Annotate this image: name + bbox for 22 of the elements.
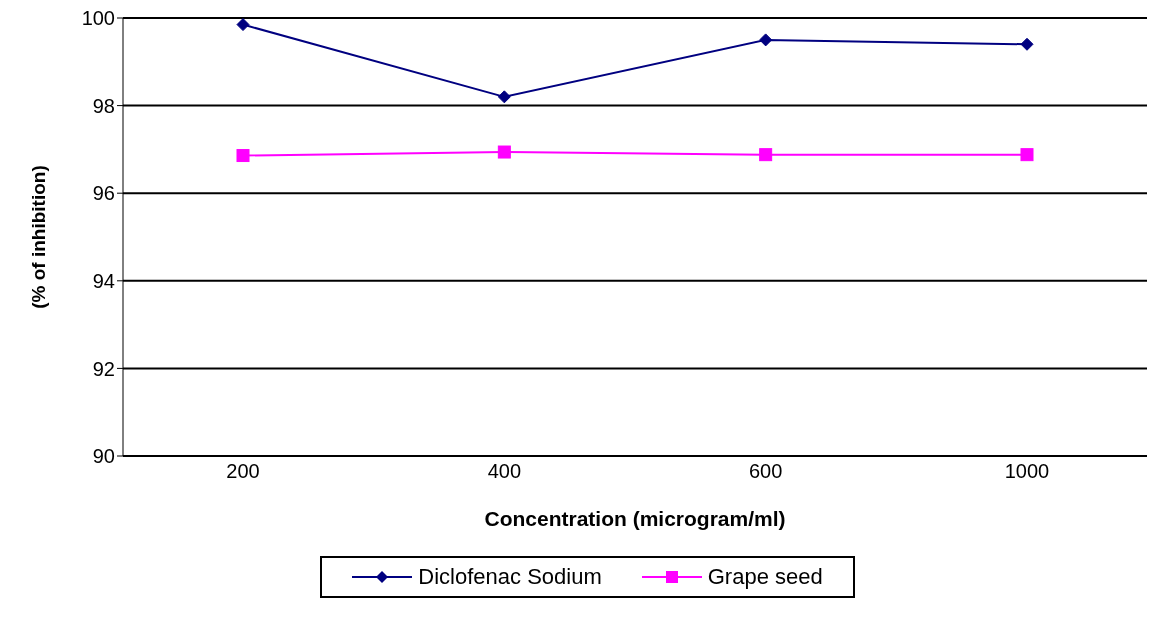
x-axis-title: Concentration (microgram/ml) [484, 507, 786, 530]
y-tick-label: 100 [81, 7, 115, 30]
point [759, 33, 773, 47]
point [236, 149, 250, 163]
x-tick-label: 400 [487, 460, 522, 483]
y-tick-label: 98 [92, 94, 115, 117]
y-tick-label: 96 [92, 182, 115, 205]
x-tick-label: 1000 [1004, 460, 1050, 483]
point [1020, 148, 1034, 162]
legend-label: Diclofenac Sodium [417, 564, 602, 590]
y-tick-label: 92 [92, 357, 115, 380]
point [236, 18, 250, 32]
y-tick-label: 94 [92, 269, 115, 292]
x-tick-label: 200 [226, 460, 260, 483]
legend-label: Grape seed [706, 564, 823, 590]
point [759, 148, 773, 162]
y-tick-label: 90 [92, 445, 115, 468]
point [497, 90, 511, 104]
point [1020, 37, 1034, 51]
y-axis-title: (% of inhibition) [27, 165, 49, 309]
x-tick-label: 600 [748, 460, 783, 483]
point [497, 145, 511, 159]
